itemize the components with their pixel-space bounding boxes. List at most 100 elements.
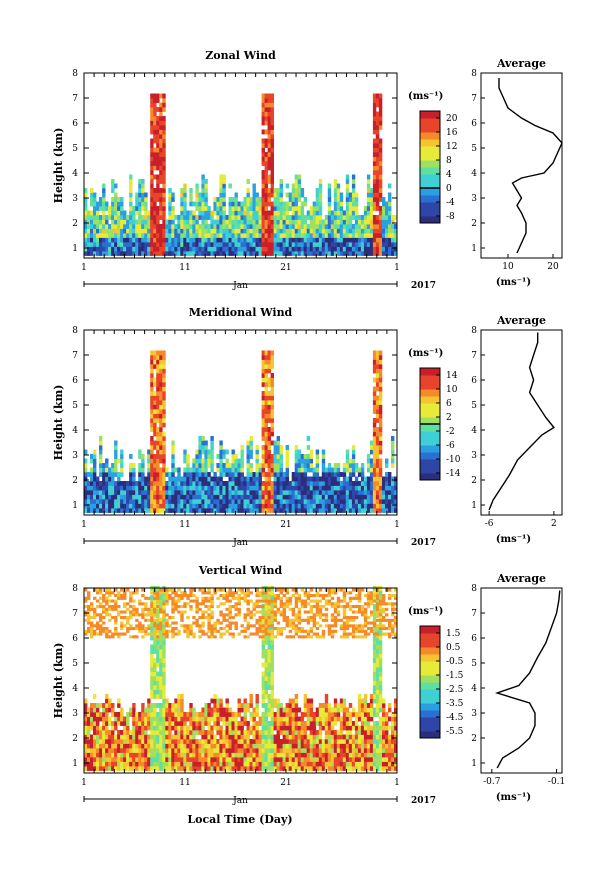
colorbar-unit: (ms⁻¹) [408, 348, 443, 359]
colorbar-tick-label: 14 [446, 371, 458, 381]
y-tick-label: 6 [72, 376, 78, 386]
avg-y-tick-label: 1 [471, 501, 477, 511]
x-tick-label: 21 [280, 520, 291, 530]
plot-frame [83, 329, 398, 516]
colorbar-tick-label: 20 [446, 114, 458, 124]
y-tick-label: 8 [72, 584, 78, 594]
x-tick-label: 1 [81, 263, 87, 273]
avg-x-tick-label: -6 [485, 519, 494, 529]
colorbar-tick-label: -4 [446, 198, 455, 208]
colorbar-tick-label: 4 [446, 170, 452, 180]
avg-x-axis-label: (ms⁻¹) [496, 792, 531, 803]
year-label: 2017 [411, 538, 436, 548]
y-tick-label: 5 [72, 144, 78, 154]
x-tick-label: 11 [179, 263, 190, 273]
avg-x-tick-label: 20 [547, 262, 559, 272]
y-tick-label: 3 [72, 194, 78, 204]
y-tick-label: 1 [72, 244, 78, 254]
avg-x-tick-label: -0.1 [548, 777, 565, 787]
average-profile-line [494, 590, 561, 769]
x-tick-label: 1 [81, 520, 87, 530]
colorbar-tick-label: 8 [446, 156, 452, 166]
average-title: Average [496, 314, 546, 327]
colorbar [419, 367, 441, 481]
y-tick-label: 8 [72, 326, 78, 336]
x-tick-label: 11 [179, 520, 190, 530]
y-axis-label: Height (km) [52, 385, 65, 461]
avg-y-tick-label: 4 [471, 684, 477, 694]
colorbar-tick-label: -14 [446, 469, 461, 479]
plot-frame [83, 587, 398, 774]
colorbar-tick-label: 6 [446, 399, 452, 409]
y-axis-label: Height (km) [52, 643, 65, 719]
average-frame [480, 72, 563, 259]
average-title: Average [496, 57, 546, 70]
y-tick-label: 2 [72, 734, 78, 744]
avg-y-tick-label: 2 [471, 219, 477, 229]
x-tick-label: 1 [81, 778, 87, 788]
average-frame [480, 587, 563, 774]
heatmap-field [84, 350, 398, 513]
avg-y-tick-label: 2 [471, 734, 477, 744]
average-profile-line [488, 332, 555, 511]
y-tick-label: 7 [72, 609, 78, 619]
avg-x-axis-label: (ms⁻¹) [496, 534, 531, 545]
panel-title: Vertical Wind [198, 564, 283, 577]
colorbar-tick-label: 12 [446, 142, 457, 152]
y-tick-label: 2 [72, 219, 78, 229]
y-tick-label: 4 [72, 684, 78, 694]
avg-y-tick-label: 1 [471, 244, 477, 254]
y-tick-label: 7 [72, 94, 78, 104]
x-tick-label: 1 [394, 778, 400, 788]
avg-y-tick-label: 4 [471, 426, 477, 436]
x-tick-label: 21 [280, 263, 291, 273]
colorbar-tick-label: -1.5 [446, 671, 464, 681]
colorbar-tick-label: 16 [446, 128, 458, 138]
panel-title: Zonal Wind [205, 49, 276, 62]
y-tick-label: 5 [72, 659, 78, 669]
heatmap-field [84, 93, 398, 256]
y-tick-label: 3 [72, 709, 78, 719]
avg-y-tick-label: 7 [471, 351, 477, 361]
average-profile-line [498, 78, 563, 254]
y-tick-label: 4 [72, 426, 78, 436]
month-label: Jan [232, 796, 248, 806]
average-frame [480, 329, 563, 516]
panel-title: Meridional Wind [189, 306, 293, 319]
avg-y-tick-label: 5 [471, 659, 477, 669]
y-tick-label: 1 [72, 759, 78, 769]
colorbar [419, 625, 441, 739]
month-label: Jan [232, 281, 248, 291]
colorbar-unit: (ms⁻¹) [408, 606, 443, 617]
avg-x-axis-label: (ms⁻¹) [496, 277, 531, 288]
x-axis-label: Local Time (Day) [187, 813, 292, 826]
avg-y-tick-label: 5 [471, 144, 477, 154]
y-tick-label: 6 [72, 119, 78, 129]
avg-y-tick-label: 8 [471, 326, 477, 336]
year-label: 2017 [411, 796, 436, 806]
colorbar [419, 110, 441, 224]
colorbar-tick-label: 0.5 [446, 643, 461, 653]
avg-y-tick-label: 6 [471, 119, 477, 129]
avg-x-tick-label: 2 [551, 519, 557, 529]
avg-y-tick-label: 3 [471, 451, 477, 461]
x-tick-label: 1 [394, 520, 400, 530]
colorbar-tick-label: 0 [446, 184, 452, 194]
plot-frame [83, 72, 398, 259]
y-tick-label: 3 [72, 451, 78, 461]
y-tick-label: 1 [72, 501, 78, 511]
colorbar-tick-label: -10 [446, 455, 461, 465]
x-tick-label: 1 [394, 263, 400, 273]
colorbar-unit: (ms⁻¹) [408, 91, 443, 102]
avg-x-tick-label: 10 [502, 262, 514, 272]
avg-y-tick-label: 8 [471, 69, 477, 79]
colorbar-tick-label: -5.5 [446, 727, 464, 737]
colorbar-tick-label: -4.5 [446, 713, 464, 723]
avg-y-tick-label: 5 [471, 401, 477, 411]
avg-y-tick-label: 1 [471, 759, 477, 769]
avg-x-tick-label: -0.7 [483, 777, 501, 787]
avg-y-tick-label: 7 [471, 609, 477, 619]
